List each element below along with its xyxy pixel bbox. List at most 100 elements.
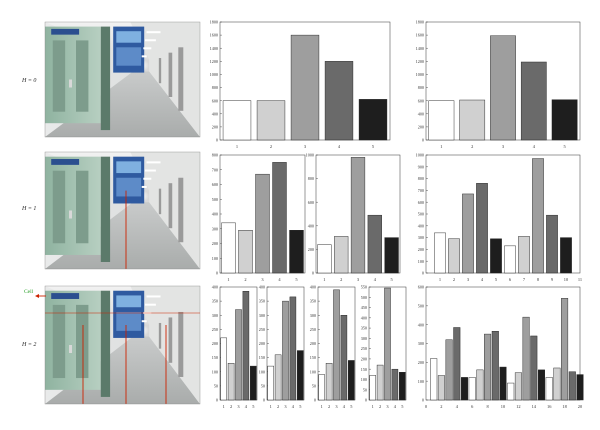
y-tick-label: 400 xyxy=(259,285,265,290)
y-tick-label: 400 xyxy=(418,223,424,228)
ceiling-light xyxy=(144,39,156,42)
y-tick-label: 200 xyxy=(212,241,218,246)
y-tick-label: 0 xyxy=(216,271,218,276)
door-panel xyxy=(76,170,89,244)
door-panel xyxy=(52,170,66,244)
y-tick-label: 0 xyxy=(312,271,314,276)
y-tick-label: 400 xyxy=(310,285,316,290)
bar xyxy=(391,368,399,401)
y-tick-label: 50 xyxy=(312,383,316,388)
y-tick-label: 1000 xyxy=(210,72,218,77)
bar xyxy=(576,374,584,401)
ceiling-light xyxy=(143,47,152,50)
x-tick-label: 11 xyxy=(578,277,582,282)
door-frame xyxy=(100,290,111,397)
y-tick-label: 150 xyxy=(212,355,218,360)
x-tick-label: 2 xyxy=(244,277,246,282)
x-tick-label: 4 xyxy=(394,404,397,409)
y-tick-label: 800 xyxy=(212,85,218,90)
y-tick-label: 1000 xyxy=(416,72,424,77)
x-tick-label: 5 xyxy=(350,404,353,409)
side-door xyxy=(158,58,162,84)
y-tick-label: 1800 xyxy=(210,20,218,25)
y-tick-label: 350 xyxy=(259,299,265,304)
side-door xyxy=(168,52,173,97)
x-tick-label: 4 xyxy=(343,404,346,409)
y-tick-label: 1200 xyxy=(210,59,218,64)
x-tick-label: 4 xyxy=(292,404,295,409)
door-handle xyxy=(69,79,73,88)
bar-chart: 0 100 200 300 400 500 600 700 800 1 2 3 4 5 xyxy=(212,153,306,282)
x-tick-label: 2 xyxy=(328,404,330,409)
bar-chart: 0 50 100 150 200 250 300 350 400 1 2 3 4 5 xyxy=(310,285,356,409)
x-tick-label: 3 xyxy=(502,144,505,149)
y-tick-label: 400 xyxy=(212,212,218,217)
x-tick-label: 3 xyxy=(261,277,264,282)
bar xyxy=(325,363,333,401)
bar xyxy=(546,214,558,274)
y-tick-label: 500 xyxy=(418,212,424,217)
bar xyxy=(333,289,340,401)
x-tick-label: 1 xyxy=(227,277,229,282)
side-door xyxy=(168,183,173,229)
y-tick-label: 300 xyxy=(361,336,367,341)
y-tick-label: 600 xyxy=(418,98,424,103)
x-tick-label: 16 xyxy=(547,404,552,409)
room-sign xyxy=(51,159,80,165)
x-tick-label: 20 xyxy=(578,404,583,409)
y-tick-label: 0 xyxy=(314,398,316,403)
x-tick-label: 3 xyxy=(467,277,470,282)
poster-content xyxy=(116,311,142,331)
x-tick-label: 4 xyxy=(245,404,248,409)
bar xyxy=(318,374,325,401)
y-tick-label: 800 xyxy=(212,153,218,158)
row-label-h2: H = 2 xyxy=(22,342,37,348)
y-tick-label: 200 xyxy=(308,247,314,252)
bar xyxy=(399,372,406,401)
y-tick-label: 600 xyxy=(418,200,424,205)
y-tick-label: 0 xyxy=(422,398,424,403)
x-tick-label: 8 xyxy=(537,277,540,282)
bar xyxy=(238,230,253,274)
room-sign xyxy=(51,28,80,35)
y-tick-label: 1000 xyxy=(416,153,424,158)
y-tick-label: 400 xyxy=(308,223,314,228)
bar-chart: 0 50 100 150 200 250 300 350 400 1 2 3 4 5 xyxy=(259,285,305,409)
y-tick-label: 200 xyxy=(418,247,424,252)
y-tick-label: 200 xyxy=(310,341,316,346)
door-handle xyxy=(69,210,73,219)
bar xyxy=(514,372,522,401)
bar xyxy=(532,158,544,274)
y-tick-label: 150 xyxy=(259,355,265,360)
x-tick-label: 4 xyxy=(456,404,459,409)
x-tick-label: 1 xyxy=(323,277,325,282)
y-tick-label: 600 xyxy=(212,98,218,103)
x-tick-label: 2 xyxy=(453,277,455,282)
y-tick-label: 350 xyxy=(361,326,367,331)
bar xyxy=(289,296,297,401)
y-tick-label: 600 xyxy=(212,182,218,187)
bar xyxy=(553,367,561,401)
y-tick-label: 200 xyxy=(418,360,424,365)
bar-chart: 0 200 400 600 800 1000 1200 1400 1600 1800 1 2 3 4 5 xyxy=(210,20,391,149)
x-tick-label: 4 xyxy=(278,277,281,282)
bar xyxy=(317,244,332,274)
bar xyxy=(461,377,468,401)
bar xyxy=(256,100,286,141)
bar xyxy=(445,339,453,401)
y-tick-label: 250 xyxy=(212,327,218,332)
door-panel xyxy=(52,304,66,379)
poster-content xyxy=(116,47,142,66)
bar xyxy=(491,331,499,401)
bar xyxy=(250,365,257,401)
ceiling-light xyxy=(143,177,152,180)
bar xyxy=(560,237,572,274)
bar xyxy=(468,377,476,401)
x-tick-label: 5 xyxy=(372,144,375,149)
side-door xyxy=(178,177,184,243)
x-tick-label: 3 xyxy=(335,404,338,409)
y-tick-label: 100 xyxy=(418,259,424,264)
bar xyxy=(348,360,355,401)
y-tick-label: 100 xyxy=(310,369,316,374)
bar xyxy=(551,99,578,141)
